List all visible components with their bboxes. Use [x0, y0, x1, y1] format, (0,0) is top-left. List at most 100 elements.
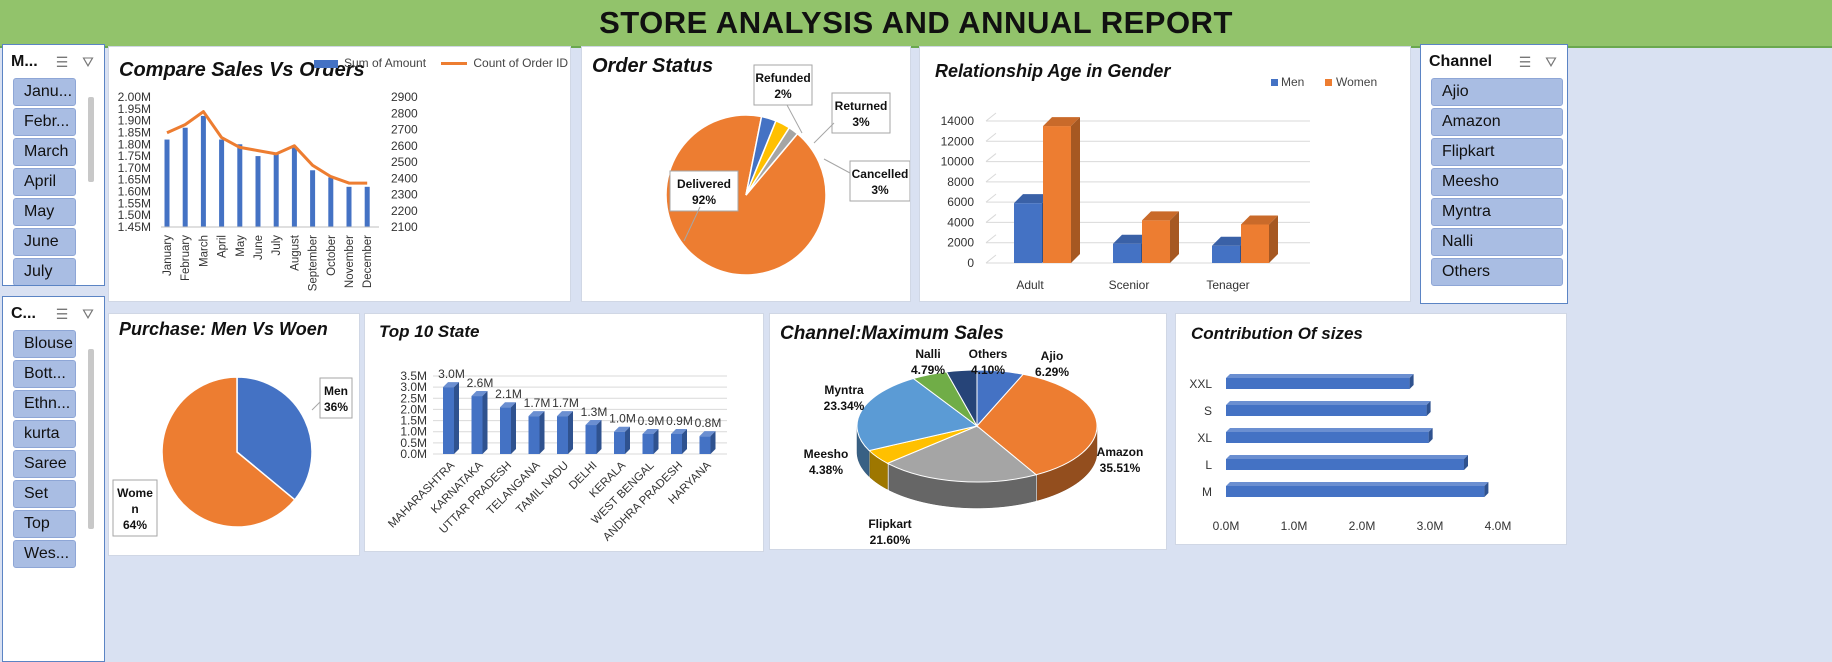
state-bar-top — [671, 428, 687, 434]
sales-bar — [273, 153, 279, 227]
pie-label: Amazon — [1097, 445, 1144, 459]
state-bar-top — [471, 391, 488, 397]
clear-filter-icon[interactable]: ⛛ — [1545, 53, 1557, 70]
y-left-tick-label: 1.70M — [118, 161, 151, 175]
category-item[interactable]: Wes... — [13, 540, 76, 568]
sales-bar — [310, 170, 316, 227]
channel-sales-panel[interactable]: Channel:Maximum Sales Ajio 6.29% Amazon 35.… — [769, 313, 1167, 550]
men-vs-women-panel[interactable]: Purchase: Men Vs Woen Men 36% Wome n 64% — [108, 313, 360, 556]
month-item[interactable]: July — [13, 258, 76, 285]
clear-filter-icon[interactable]: ⛛ — [82, 53, 94, 70]
state-bar-top — [699, 431, 716, 437]
gridline — [985, 234, 997, 244]
category-slicer[interactable]: C... ☰ ⛛ Blouse Bott... Ethn... kurta Saree S… — [2, 296, 105, 662]
slicer-scrollbar[interactable] — [88, 97, 94, 182]
channel-item[interactable]: Amazon — [1431, 108, 1563, 136]
category-item[interactable]: Blouse — [13, 330, 76, 358]
y-tick-label: 10000 — [941, 155, 975, 169]
multi-select-icon[interactable]: ☰ — [1518, 53, 1532, 70]
pie-label-box — [669, 170, 739, 212]
data-label: 0.9M — [638, 414, 665, 428]
category-item[interactable]: kurta — [13, 420, 76, 448]
state-bar — [528, 416, 540, 454]
state-bar-top — [642, 428, 659, 434]
state-bar — [671, 433, 682, 454]
category-item[interactable]: Saree — [13, 450, 76, 478]
category-item[interactable]: Set — [13, 480, 76, 508]
channel-item[interactable]: Ajio — [1431, 78, 1563, 106]
month-slicer[interactable]: M... ☰ ⛛ Janu... Febr... March April May June… — [2, 44, 105, 286]
data-label: 1.7M — [524, 396, 551, 410]
channel-item[interactable]: Nalli — [1431, 228, 1563, 256]
month-item[interactable]: March — [13, 138, 76, 166]
category-item[interactable]: Bott... — [13, 360, 76, 388]
pie-label-box — [112, 479, 158, 537]
multi-select-icon[interactable]: ☰ — [55, 305, 69, 322]
pie-label-box — [319, 377, 353, 419]
y-tick-label: 6000 — [947, 195, 974, 209]
y-right-tick-label: 2200 — [391, 204, 418, 218]
x-tick-label: June — [253, 235, 265, 260]
month-item[interactable]: May — [13, 198, 76, 226]
sizes-panel[interactable]: Contribution Of sizes 0.0M 1.0M 2.0M 3.0M 4.… — [1175, 313, 1567, 545]
size-bar — [1226, 378, 1410, 389]
channel-slicer[interactable]: Channel ☰ ⛛ Ajio Amazon Flipkart Meesho Mynt… — [1420, 44, 1568, 304]
channel-item[interactable]: Others — [1431, 258, 1563, 286]
month-item[interactable]: April — [13, 168, 76, 196]
age-bar — [1212, 245, 1240, 263]
category-item[interactable]: Ethn... — [13, 390, 76, 418]
y-tick-label: XL — [1197, 431, 1212, 445]
state-bar-top — [557, 411, 573, 417]
y-tick-label: 12000 — [941, 134, 975, 148]
state-bar-side — [539, 411, 545, 454]
size-bar-top — [1226, 374, 1414, 378]
channel-item[interactable]: Flipkart — [1431, 138, 1563, 166]
state-bar-side — [454, 382, 459, 454]
y-right-tick-label: 2300 — [391, 188, 418, 202]
age-gender-panel[interactable]: Relationship Age in Gender 14000 12000 100… — [919, 46, 1411, 302]
channel-item[interactable]: Myntra — [1431, 198, 1563, 226]
top-states-panel[interactable]: Top 10 State 3.5M 3.0M 2.5M 2.0M 1.5M 1.0M 0.5… — [364, 313, 764, 552]
leader-line — [786, 104, 803, 134]
y-right-tick-label: 2700 — [391, 123, 418, 137]
month-item[interactable]: Janu... — [13, 78, 76, 106]
month-item[interactable]: June — [13, 228, 76, 256]
state-bar — [557, 416, 568, 454]
pie-slice — [976, 373, 1098, 476]
pie-label: Others — [969, 347, 1008, 361]
month-item[interactable]: Febr... — [13, 108, 76, 136]
slicer-scrollbar[interactable] — [88, 349, 94, 529]
age-bar-top — [1043, 117, 1080, 127]
top-states-chart: 3.5M3.0M2.5M2.0M1.5M1.0M0.5M0.0M3.0MMAHA… — [386, 367, 727, 544]
men-vs-women-chart: Men 36% Wome n 64% — [112, 376, 353, 537]
size-bar-top — [1226, 401, 1431, 405]
clear-filter-icon[interactable]: ⛛ — [82, 305, 94, 322]
pie-label: 92% — [692, 193, 716, 207]
data-label: 3.0M — [438, 367, 465, 381]
x-tick-label: November — [344, 235, 356, 288]
category-item[interactable]: Top — [13, 510, 76, 538]
month-slicer-title: M... — [11, 53, 38, 70]
age-bar-top — [1014, 194, 1051, 204]
x-tick-label: December — [362, 235, 374, 288]
y-tick-label: L — [1205, 458, 1212, 472]
multi-select-icon[interactable]: ☰ — [55, 53, 69, 70]
sales-vs-orders-panel[interactable]: Compare Sales Vs Orders Sum of Amount Co… — [108, 46, 571, 302]
size-bar — [1226, 432, 1429, 443]
channel-item[interactable]: Meesho — [1431, 168, 1563, 196]
y-left-tick-label: 1.55M — [118, 196, 151, 210]
state-bar-side — [596, 420, 602, 454]
y-left-tick-label: 1.45M — [118, 220, 151, 234]
data-label: 1.7M — [552, 396, 579, 410]
y-tick-label: 3.0M — [400, 380, 427, 394]
sales-bar — [291, 146, 297, 227]
y-tick-label: 4000 — [947, 215, 974, 229]
data-label: 0.8M — [695, 416, 722, 430]
sales-bar — [164, 139, 170, 227]
x-tick-label: Tenager — [1206, 278, 1249, 292]
state-bar — [471, 396, 483, 454]
order-status-panel[interactable]: Order Status Delivered 92% Cancelled 3% Retu… — [581, 46, 911, 302]
y-left-tick-label: 1.95M — [118, 102, 151, 116]
pie-slice — [886, 425, 1038, 483]
pie-label: Cancelled — [852, 167, 909, 181]
